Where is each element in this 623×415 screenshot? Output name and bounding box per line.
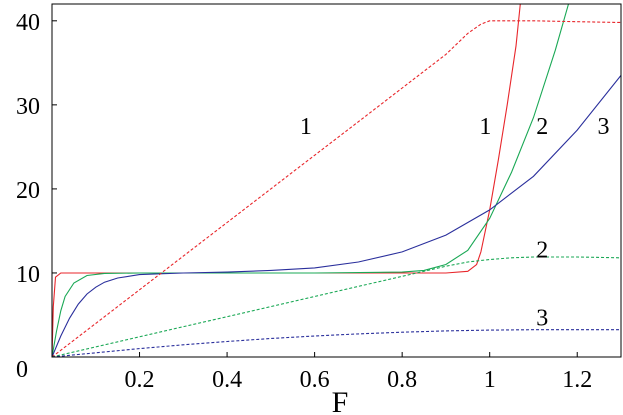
curve-label: 1	[479, 114, 491, 140]
curve-label: 2	[536, 114, 548, 140]
curve-label: 1	[300, 114, 312, 140]
x-tick-label: 1	[484, 367, 496, 393]
y-tick-label: 40	[16, 10, 40, 36]
x-tick-label: 0.6	[300, 367, 330, 393]
y-tick-label: 0	[16, 357, 28, 383]
curve-label: 3	[536, 305, 548, 331]
curve-3-dashed	[52, 329, 621, 357]
curve-1-dashed	[52, 20, 621, 357]
curve-2-solid	[52, 4, 570, 357]
tick-layer: 0.2 0.4 0.6 0.8 1 1.2 0 10 20 30 40	[16, 10, 592, 393]
curve-label-layer: 1 1 2 3 2 3	[300, 114, 610, 332]
x-tick-label: 1.2	[562, 367, 592, 393]
y-tick-label: 10	[16, 262, 40, 288]
y-tick-label: 20	[16, 178, 40, 204]
y-tick-label: 30	[16, 94, 40, 120]
x-tick-label: 0.8	[387, 367, 417, 393]
curve-1-solid	[52, 4, 521, 357]
curve-label: 2	[536, 237, 548, 263]
x-tick-label: 0.4	[212, 367, 242, 393]
curve-2-dashed	[52, 256, 621, 357]
curve-3-solid	[52, 75, 621, 357]
x-axis-title: F	[332, 386, 349, 415]
curve-label: 3	[597, 114, 609, 140]
curve-layer	[52, 4, 621, 357]
x-tick-label: 0.2	[125, 367, 155, 393]
plot-frame	[51, 3, 622, 358]
